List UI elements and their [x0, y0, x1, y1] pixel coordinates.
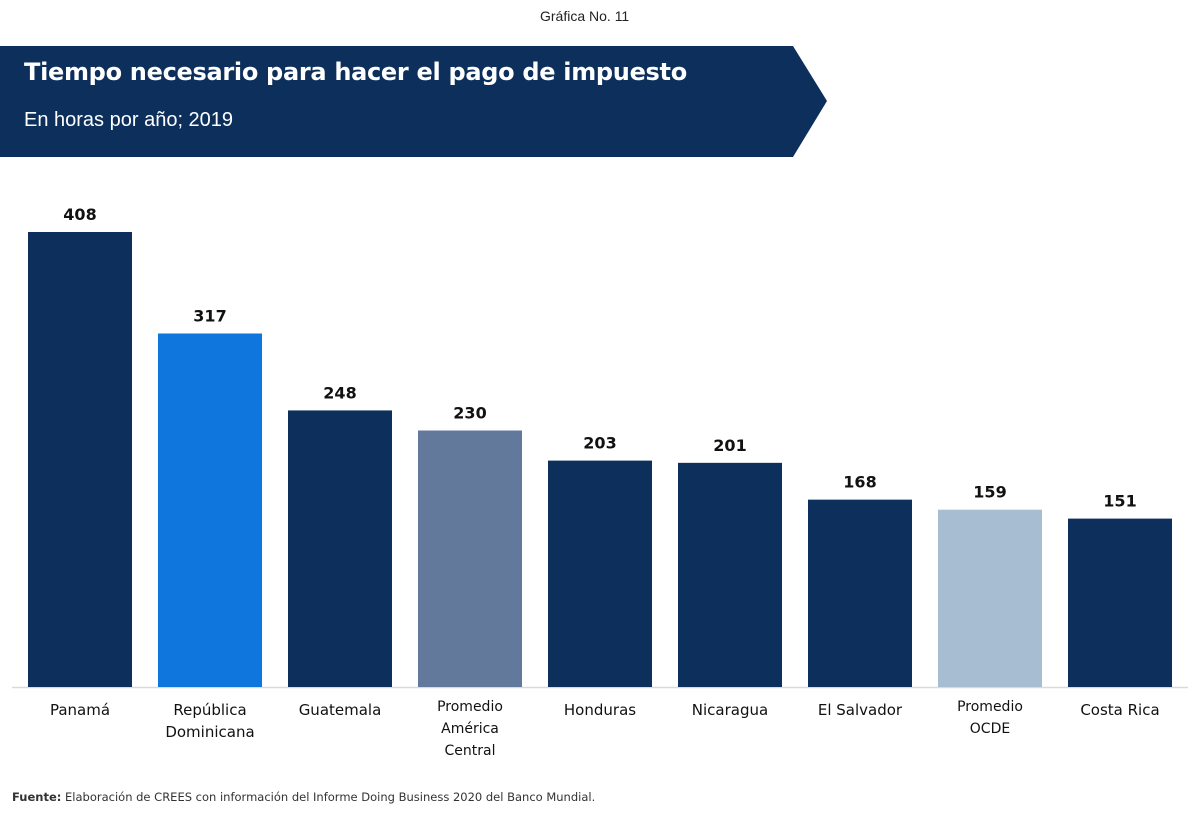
- bar: [548, 460, 652, 687]
- figure-number-text: Gráfica No. 11: [540, 8, 630, 24]
- category-label: El Salvador: [818, 701, 903, 719]
- bar: [158, 333, 262, 687]
- category-label: América: [441, 721, 499, 737]
- data-label: 248: [323, 383, 356, 402]
- bar-group: 159 Promedio OCDE: [938, 483, 1042, 737]
- bar-group: 230 Promedio América Central: [418, 404, 522, 759]
- chart-subtitle: En horas por año; 2019: [24, 109, 234, 131]
- category-label: Central: [445, 743, 496, 759]
- bar-group: 168 El Salvador: [808, 473, 912, 719]
- bar-chart: 408 Panamá 317 República Dominicana 248 Guatem…: [12, 205, 1188, 759]
- source-text: Elaboración de CREES con información del…: [61, 790, 596, 804]
- category-label: Dominicana: [165, 723, 254, 741]
- title-banner: [0, 46, 828, 157]
- bar: [418, 430, 522, 687]
- bar: [1068, 518, 1172, 687]
- category-label: República: [173, 701, 246, 719]
- data-label: 201: [713, 436, 746, 455]
- category-label: Costa Rica: [1080, 701, 1159, 719]
- data-label: 159: [973, 483, 1006, 502]
- data-label: 203: [583, 434, 616, 453]
- bar: [28, 232, 132, 687]
- data-label: 408: [63, 205, 96, 224]
- banner-arrow-shape: [0, 46, 827, 157]
- bar: [808, 499, 912, 687]
- chart-title: Tiempo necesario para hacer el pago de i…: [24, 58, 687, 86]
- data-label: 230: [453, 404, 486, 423]
- category-label: Promedio: [957, 699, 1023, 715]
- bar-group: 203 Honduras: [548, 434, 652, 719]
- category-label: Nicaragua: [692, 701, 768, 719]
- source-note: Fuente: Elaboración de CREES con informa…: [12, 790, 595, 804]
- bar-group: 248 Guatemala: [288, 383, 392, 719]
- bar-group: 317 República Dominicana: [158, 306, 262, 741]
- category-label: Guatemala: [299, 701, 382, 719]
- bar: [938, 509, 1042, 687]
- data-label: 317: [193, 306, 226, 325]
- category-label: Promedio: [437, 699, 503, 715]
- bar-group: 408 Panamá: [28, 205, 132, 719]
- category-label: Panamá: [50, 701, 110, 719]
- category-label: Honduras: [564, 701, 636, 719]
- bar: [678, 462, 782, 687]
- bar-group: 151 Costa Rica: [1068, 492, 1172, 719]
- bar: [288, 410, 392, 687]
- data-label: 168: [843, 473, 876, 492]
- source-label: Fuente:: [12, 790, 62, 804]
- data-label: 151: [1103, 492, 1136, 511]
- category-label: OCDE: [970, 721, 1010, 737]
- bar-group: 201 Nicaragua: [678, 436, 782, 719]
